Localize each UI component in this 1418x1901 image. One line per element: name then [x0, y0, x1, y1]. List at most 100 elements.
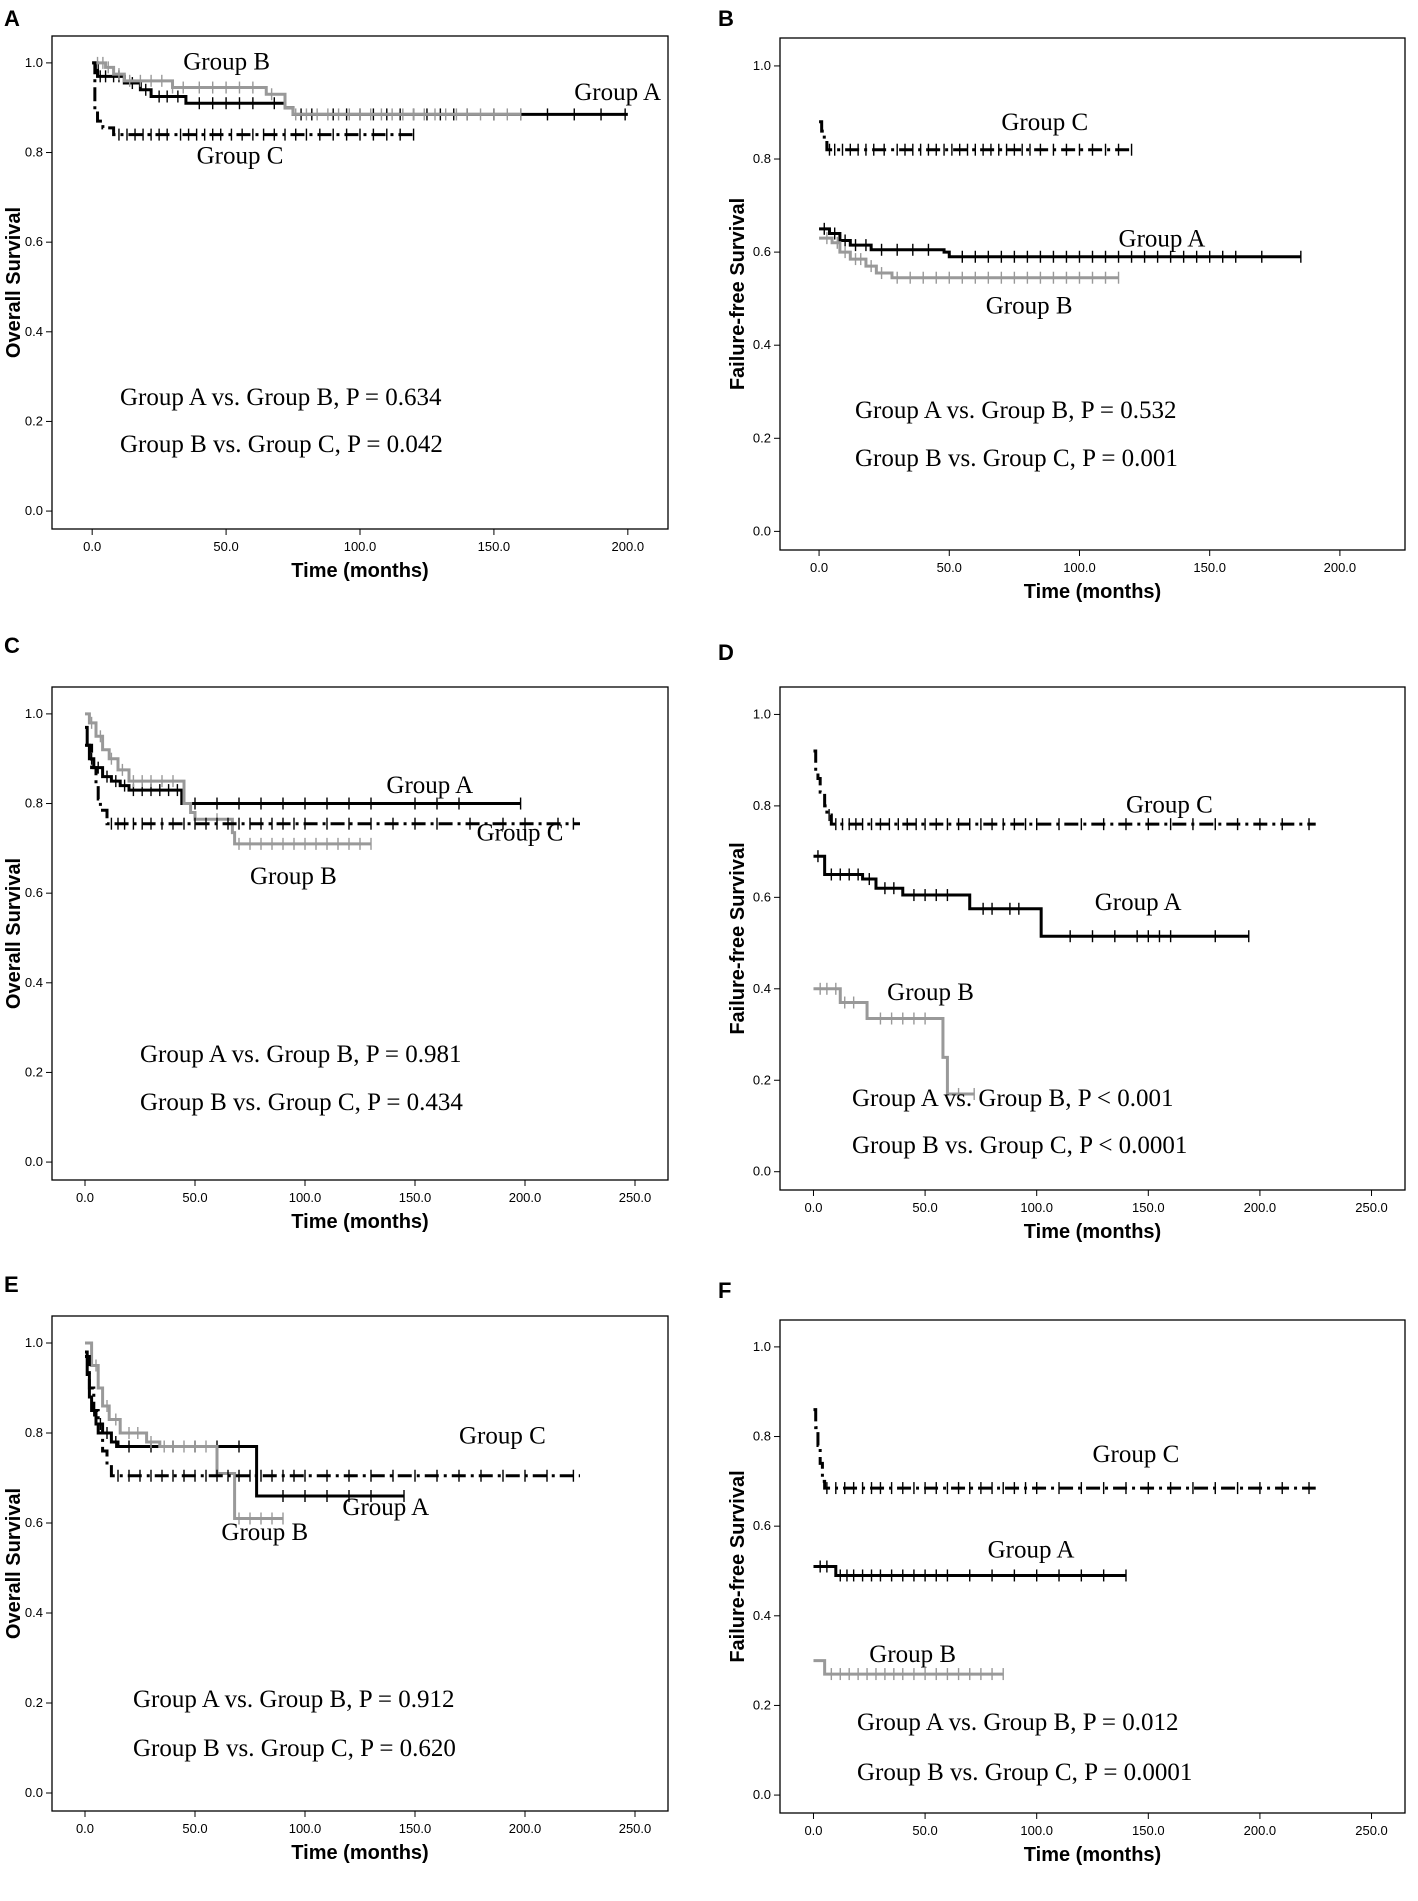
x-axis-title: Time (months): [291, 560, 428, 582]
survival-curve: [92, 61, 414, 137]
p-value-annotation: Group A vs. Group B, P < 0.001: [852, 1085, 1174, 1112]
y-axis-title: Failure-free Survival: [727, 198, 749, 390]
y-tick-label: 0.8: [753, 151, 771, 166]
y-tick-label: 0.4: [753, 981, 771, 996]
group-label: Group A: [574, 79, 661, 106]
survival-curve: [819, 227, 1301, 259]
series-group-c: Group C: [85, 1355, 580, 1482]
y-tick-label: 0.2: [25, 1695, 43, 1710]
y-tick-label: 0.4: [25, 324, 43, 339]
y-axis-title: Overall Survival: [3, 858, 25, 1009]
survival-curve: [813, 1408, 1316, 1490]
series-group-a: Group A: [85, 1350, 429, 1521]
series-group-b: Group B: [92, 49, 522, 121]
y-axis-title: Failure-free Survival: [727, 842, 749, 1034]
y-tick-label: 0.4: [25, 975, 43, 990]
y-tick-label: 1.0: [753, 58, 771, 73]
y-tick-label: 0.8: [25, 145, 43, 160]
y-tick-label: 0.4: [753, 337, 771, 352]
series-group-c: Group C: [813, 749, 1316, 831]
survival-curve: [819, 236, 1119, 280]
x-tick-label: 250.0: [1355, 1823, 1388, 1838]
series-group-a: Group A: [819, 222, 1302, 263]
p-value-annotation: Group B vs. Group C, P = 0.620: [133, 1735, 456, 1762]
x-tick-label: 200.0: [1324, 560, 1357, 575]
series-group-b: Group B: [819, 232, 1120, 320]
panel-letter: A: [4, 6, 20, 31]
survival-curve: [819, 120, 1132, 152]
x-tick-label: 50.0: [912, 1823, 937, 1838]
survival-curve: [813, 987, 975, 1096]
group-label: Group B: [183, 49, 270, 76]
survival-curve: [85, 1341, 283, 1520]
y-tick-label: 1.0: [25, 55, 43, 70]
p-value-annotation: Group B vs. Group C, P < 0.0001: [852, 1132, 1187, 1159]
p-value-annotation: Group A vs. Group B, P = 0.912: [133, 1686, 455, 1713]
y-tick-label: 1.0: [25, 1335, 43, 1350]
y-tick-label: 0.6: [25, 885, 43, 900]
y-tick-label: 0.6: [753, 1518, 771, 1533]
x-tick-label: 0.0: [804, 1823, 822, 1838]
x-tick-label: 0.0: [804, 1200, 822, 1215]
x-tick-label: 0.0: [810, 560, 828, 575]
x-axis-title: Time (months): [1024, 1221, 1161, 1243]
y-tick-label: 0.4: [25, 1605, 43, 1620]
y-tick-label: 0.6: [25, 1515, 43, 1530]
group-label: Group B: [887, 979, 974, 1006]
plot-frame: [779, 1319, 1406, 1814]
group-label: Group A: [988, 1537, 1075, 1564]
group-label: Group C: [477, 820, 564, 847]
series-group-c: Group C: [85, 743, 580, 847]
x-tick-label: 200.0: [509, 1821, 542, 1836]
p-value-annotation: Group A vs. Group B, P = 0.634: [120, 384, 442, 411]
group-label: Group C: [197, 143, 284, 170]
group-label: Group A: [1119, 226, 1206, 253]
y-tick-label: 0.6: [753, 244, 771, 259]
x-tick-label: 150.0: [478, 539, 511, 554]
survival-curve: [813, 749, 1316, 826]
plot-frame: [779, 686, 1406, 1191]
x-tick-label: 100.0: [1020, 1200, 1053, 1215]
p-value-annotation: Group B vs. Group C, P = 0.0001: [857, 1759, 1192, 1786]
survival-curve: [813, 1565, 1126, 1577]
x-tick-label: 150.0: [1132, 1200, 1165, 1215]
x-tick-label: 100.0: [1020, 1823, 1053, 1838]
x-tick-label: 100.0: [1063, 560, 1096, 575]
panel-e: E 0.0 0.2 0.4 0.6 0.8 1.0 0.0 50.0 100.0 150.0 200.…: [3, 1272, 669, 1864]
group-label: Group B: [986, 293, 1073, 320]
x-tick-label: 250.0: [1355, 1200, 1388, 1215]
series-group-b: Group B: [85, 712, 372, 890]
y-axis-title: Overall Survival: [3, 207, 25, 358]
panel-f: F 0.0 0.2 0.4 0.6 0.8 1.0 0.0 50.0 100.0 150.0 200.…: [718, 1278, 1406, 1866]
series-group-c: Group C: [819, 109, 1133, 156]
y-tick-label: 0.0: [25, 1154, 43, 1169]
y-tick-label: 0.0: [753, 1787, 771, 1802]
panel-b: B 0.0 0.2 0.4 0.6 0.8 1.0 0.0 50.0 100.0 150.0 200.…: [718, 6, 1406, 603]
panel-c: C 0.0 0.2 0.4 0.6 0.8 1.0 0.0 50.0 100.0 150.0 200.…: [3, 633, 669, 1233]
y-tick-label: 1.0: [25, 706, 43, 721]
y-tick-label: 0.2: [753, 1697, 771, 1712]
y-tick-label: 0.6: [25, 234, 43, 249]
series-group-b: Group B: [85, 1341, 308, 1546]
group-label: Group C: [459, 1422, 546, 1449]
y-tick-label: 1.0: [753, 1339, 771, 1354]
y-tick-label: 0.0: [25, 1785, 43, 1800]
y-tick-label: 0.2: [25, 1064, 43, 1079]
group-label: Group C: [1126, 791, 1213, 818]
p-value-annotation: Group A vs. Group B, P = 0.012: [857, 1709, 1179, 1736]
plot-frame: [51, 686, 669, 1181]
x-tick-label: 150.0: [399, 1821, 432, 1836]
x-axis-title: Time (months): [1024, 581, 1161, 603]
panel-d: D 0.0 0.2 0.4 0.6 0.8 1.0 0.0 50.0 100.0 150.0 200.…: [718, 640, 1406, 1243]
plot-frame: [51, 1315, 669, 1812]
x-tick-label: 100.0: [289, 1190, 322, 1205]
group-label: Group A: [1095, 889, 1182, 916]
x-tick-label: 50.0: [912, 1200, 937, 1215]
x-tick-label: 200.0: [1244, 1823, 1277, 1838]
x-tick-label: 50.0: [182, 1190, 207, 1205]
y-tick-label: 0.4: [753, 1608, 771, 1623]
x-tick-label: 200.0: [612, 539, 645, 554]
p-value-annotation: Group B vs. Group C, P = 0.042: [120, 431, 443, 458]
series-group-a: Group A: [92, 61, 661, 121]
survival-curve: [85, 743, 580, 826]
